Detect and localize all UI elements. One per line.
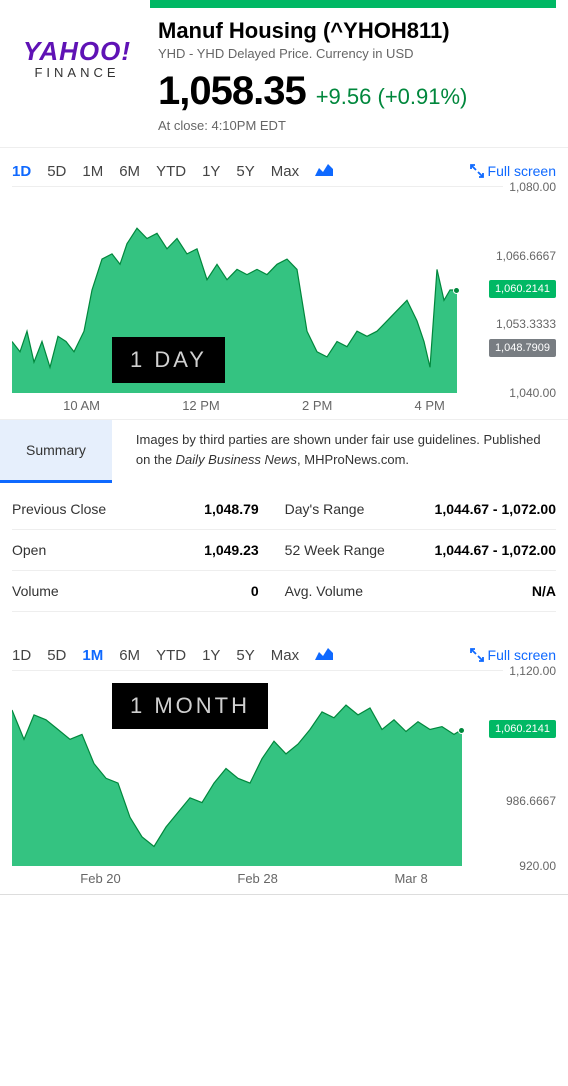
range-tab-6m[interactable]: 6M [119, 647, 140, 664]
stats-row: Open1,049.2352 Week Range1,044.67 - 1,07… [12, 530, 556, 571]
x-tick-label: 12 PM [182, 398, 220, 413]
stat-value: 1,044.67 - 1,072.00 [408, 501, 556, 517]
stat-label: Open [12, 542, 135, 558]
range-tab-1m[interactable]: 1M [82, 647, 103, 664]
y-tick-label: 1,053.3333 [490, 317, 556, 331]
range-tab-ytd[interactable]: YTD [156, 647, 186, 664]
range-tab-max[interactable]: Max [271, 163, 299, 180]
price-value: 1,058.35 [158, 69, 306, 114]
ticker-title: Manuf Housing (^YHOH811) [158, 18, 556, 44]
chart-1-wrap: 1,080.001,066.66671,053.33331,040.001,06… [0, 186, 568, 419]
current-dot-icon [458, 727, 465, 734]
price-tag: 1,060.2141 [489, 720, 556, 738]
range-tab-5d[interactable]: 5D [47, 647, 66, 664]
chart-2[interactable]: 1,120.00986.6667920.001,060.21411 MONTH [12, 670, 556, 865]
summary-row: Summary Images by third parties are show… [0, 419, 568, 483]
chart-1[interactable]: 1,080.001,066.66671,053.33331,040.001,06… [12, 186, 556, 392]
y-tick-label: 1,040.00 [503, 386, 556, 400]
stat-label: Previous Close [12, 501, 135, 517]
stat-label: Volume [12, 583, 135, 599]
range-tab-5y[interactable]: 5Y [236, 163, 254, 180]
x-tick-label: 4 PM [415, 398, 445, 413]
brand-logo: YAHOO! FINANCE [12, 18, 142, 80]
chart-overlay-label: 1 DAY [112, 337, 225, 383]
price-timestamp: At close: 4:10PM EDT [158, 118, 556, 133]
price-row: 1,058.35 +9.56 (+0.91%) [158, 69, 556, 114]
price-tag: 1,048.7909 [489, 339, 556, 357]
range-tab-max[interactable]: Max [271, 647, 299, 664]
y-tick-label: 920.00 [513, 859, 556, 873]
y-tick-label: 986.6667 [500, 794, 556, 808]
accent-bar [150, 0, 556, 8]
range-tab-1y[interactable]: 1Y [202, 163, 220, 180]
y-tick-label: 1,066.6667 [490, 249, 556, 263]
header: YAHOO! FINANCE Manuf Housing (^YHOH811) … [0, 18, 568, 133]
x-tick-label: 10 AM [63, 398, 100, 413]
brand-name: YAHOO! [23, 36, 131, 67]
summary-note: Images by third parties are shown under … [136, 420, 568, 479]
x-tick-label: Mar 8 [394, 871, 427, 886]
brand-sub: FINANCE [34, 65, 119, 80]
stats-row: Volume0Avg. VolumeN/A [12, 571, 556, 612]
price-change: +9.56 (+0.91%) [316, 84, 468, 110]
chart-type-icon[interactable] [315, 162, 333, 180]
ticker-subtitle: YHD - YHD Delayed Price. Currency in USD [158, 46, 556, 61]
chart-type-icon[interactable] [315, 646, 333, 664]
range-tab-1m[interactable]: 1M [82, 163, 103, 180]
x-tick-label: 2 PM [302, 398, 332, 413]
chart-1-x-axis: 10 AM 12 PM 2 PM 4 PM [12, 392, 556, 419]
range-tabs-2: 1D 5D 1M 6M YTD 1Y 5Y Max Full screen [0, 632, 568, 670]
stat-value: 1,044.67 - 1,072.00 [408, 542, 556, 558]
range-tab-5d[interactable]: 5D [47, 163, 66, 180]
chart-2-wrap: 1,120.00986.6667920.001,060.21411 MONTH … [0, 670, 568, 892]
stat-label: Avg. Volume [277, 583, 408, 599]
stat-label: 52 Week Range [277, 542, 408, 558]
range-tab-1d[interactable]: 1D [12, 163, 31, 180]
range-tab-1d[interactable]: 1D [12, 647, 31, 664]
stat-label: Day's Range [277, 501, 408, 517]
stat-value: 0 [135, 583, 276, 599]
fullscreen-button[interactable]: Full screen [470, 163, 556, 179]
x-tick-label: Feb 28 [237, 871, 277, 886]
range-tab-6m[interactable]: 6M [119, 163, 140, 180]
range-tab-5y[interactable]: 5Y [236, 647, 254, 664]
chart-overlay-label: 1 MONTH [112, 683, 268, 729]
stat-value: N/A [408, 583, 556, 599]
y-tick-label: 1,120.00 [503, 664, 556, 678]
stats-row: Previous Close1,048.79Day's Range1,044.6… [12, 489, 556, 530]
x-tick-label: Feb 20 [80, 871, 120, 886]
stats-table: Previous Close1,048.79Day's Range1,044.6… [0, 483, 568, 618]
title-box: Manuf Housing (^YHOH811) YHD - YHD Delay… [142, 18, 556, 133]
range-tab-ytd[interactable]: YTD [156, 163, 186, 180]
stat-value: 1,048.79 [135, 501, 276, 517]
price-tag: 1,060.2141 [489, 280, 556, 298]
range-tab-1y[interactable]: 1Y [202, 647, 220, 664]
chart-2-x-axis: Feb 20 Feb 28 Mar 8 [12, 865, 556, 892]
range-tabs-1: 1D 5D 1M 6M YTD 1Y 5Y Max Full screen [0, 147, 568, 186]
y-tick-label: 1,080.00 [503, 180, 556, 194]
divider [0, 894, 568, 895]
stat-value: 1,049.23 [135, 542, 276, 558]
fullscreen-button[interactable]: Full screen [470, 647, 556, 663]
tab-summary[interactable]: Summary [0, 420, 112, 483]
current-dot-icon [453, 287, 460, 294]
